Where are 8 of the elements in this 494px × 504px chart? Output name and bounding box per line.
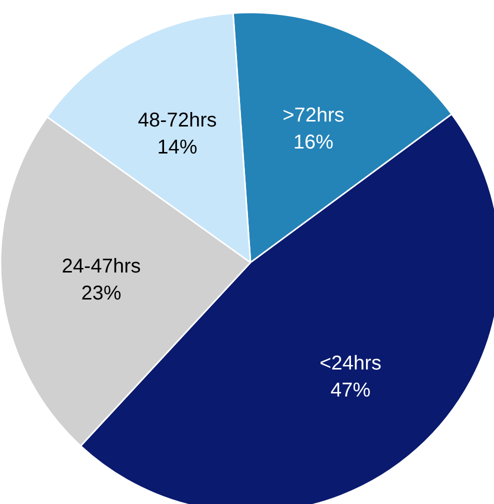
slice-label: >72hrs: [282, 104, 344, 126]
slice-label: 48-72hrs: [138, 110, 217, 132]
data-label: 47%: [330, 379, 371, 402]
data-label: 14%: [157, 136, 198, 159]
slice-label: 24-47hrs: [62, 256, 141, 278]
data-label: 23%: [81, 282, 122, 305]
data-label: 16%: [293, 131, 334, 154]
slice-label: <24hrs: [320, 352, 382, 374]
